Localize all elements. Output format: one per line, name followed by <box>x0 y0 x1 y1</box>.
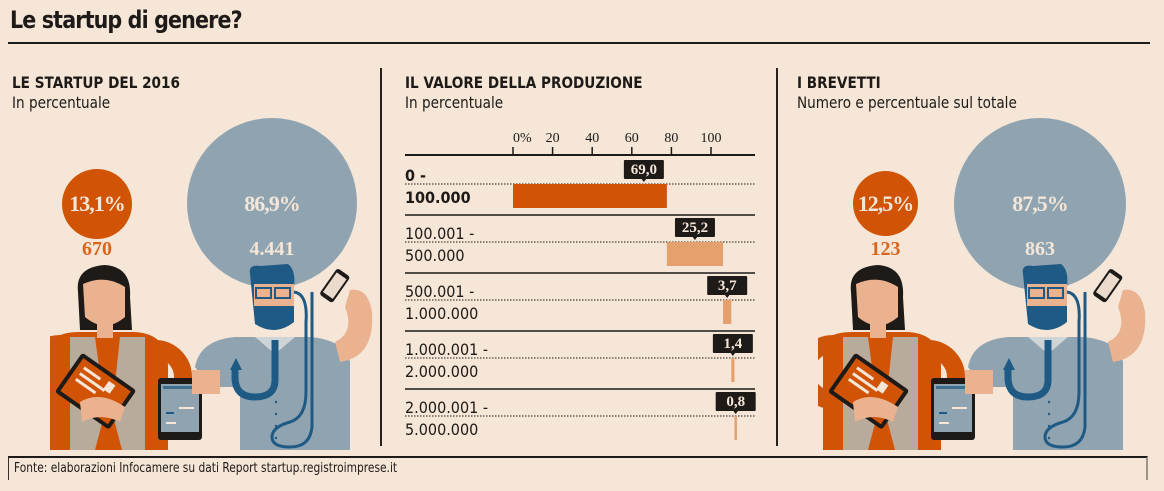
bar <box>723 300 732 324</box>
value-label-box <box>712 334 753 353</box>
x-tick-label: 40 <box>585 131 599 146</box>
value-label-box <box>715 392 756 411</box>
value-label-pointer <box>729 352 736 356</box>
production-chart: 0% 20 40 60 80 100 69,0 25,2 3,7 1,4 0,8 <box>405 131 756 440</box>
male-patents-pct: 87,5% <box>1012 191 1069 216</box>
value-label-pointer <box>691 236 698 240</box>
category-label: 0 - 100.000 <box>405 165 471 209</box>
category-label: 1.000.001 - 2.000.000 <box>405 339 488 383</box>
production-section-title: IL VALORE DELLA PRODUZIONE <box>405 73 643 92</box>
man-figure <box>965 264 1146 450</box>
tablet-device <box>931 378 975 440</box>
source-note: Fonte: elaborazioni Infocamere su dati R… <box>14 461 398 476</box>
male-startup-count: 4.441 <box>249 238 295 260</box>
female-startup-bubble <box>62 169 132 239</box>
x-tick-label: 80 <box>664 131 678 146</box>
bar <box>731 358 735 382</box>
woman-figure <box>818 265 965 450</box>
category-label: 500.001 - 1.000.000 <box>405 281 478 325</box>
male-patents-bubble <box>954 118 1126 290</box>
female-startup-pct: 13,1% <box>69 191 126 216</box>
value-label-box <box>623 160 664 179</box>
category-label-line: 500.001 - <box>405 282 475 301</box>
bar-row: 69,0 <box>405 160 755 216</box>
woman-figure <box>50 265 192 450</box>
production-section-subtitle: In percentuale <box>405 93 504 112</box>
bar <box>734 416 737 440</box>
bar <box>513 184 667 208</box>
bar <box>666 242 724 266</box>
male-patents-count: 863 <box>1025 238 1055 260</box>
tablet-device <box>158 378 202 440</box>
category-label: 2.000.001 - 5.000.000 <box>405 397 488 441</box>
category-label-line: 2.000.001 - <box>405 398 489 417</box>
x-tick-label: 100 <box>701 131 722 146</box>
category-label-line: 100.001 - <box>405 224 475 243</box>
bar-row: 25,2 <box>405 218 755 274</box>
man-figure <box>192 264 373 450</box>
startup-section-subtitle: In percentuale <box>12 93 111 112</box>
female-patents-bubble <box>853 171 918 236</box>
patents-section-title: I BREVETTI <box>797 73 881 92</box>
female-startup-count: 670 <box>82 238 112 260</box>
female-patents-count: 123 <box>870 238 901 260</box>
category-label-line: 0 - <box>405 166 427 185</box>
value-label-box <box>674 218 715 237</box>
category-label-line: 2.000.000 <box>405 362 479 381</box>
patents-section-subtitle: Numero e percentuale sul totale <box>797 93 1017 112</box>
value-label: 0,8 <box>726 394 745 410</box>
x-tick-label: 0% <box>513 131 532 146</box>
value-label: 25,2 <box>682 220 708 236</box>
section-divider-1 <box>380 68 382 446</box>
source-box <box>8 456 1148 480</box>
male-startup-pct: 86,9% <box>244 191 301 216</box>
patents-founders-illustration <box>818 264 1146 450</box>
value-label-pointer <box>724 294 731 298</box>
section-divider-2 <box>776 68 778 446</box>
male-startup-bubble <box>187 118 357 288</box>
value-label: 3,7 <box>718 278 737 294</box>
bar-row: 0,8 <box>405 392 756 440</box>
page-title: Le startup di genere? <box>10 6 243 34</box>
value-label: 1,4 <box>724 336 743 352</box>
category-label-line: 100.000 <box>405 188 471 207</box>
x-tick-label: 60 <box>625 131 639 146</box>
category-label: 100.001 - 500.000 <box>405 223 474 267</box>
x-tick-label: 20 <box>546 131 560 146</box>
x-axis: 0% 20 40 60 80 100 <box>405 131 755 156</box>
category-label-line: 500.000 <box>405 246 465 265</box>
value-label-pointer <box>640 178 647 182</box>
value-label-box <box>707 276 748 295</box>
female-patents-pct: 12,5% <box>857 191 915 216</box>
startup-founders-illustration <box>50 264 373 450</box>
value-label-pointer <box>732 410 739 414</box>
category-label-line: 1.000.001 - <box>405 340 489 359</box>
bar-row: 1,4 <box>405 334 755 390</box>
bar-row: 3,7 <box>405 276 755 332</box>
startup-section-title: LE STARTUP DEL 2016 <box>12 73 180 92</box>
title-rule <box>8 42 1150 44</box>
category-label-line: 1.000.000 <box>405 304 479 323</box>
category-label-line: 5.000.000 <box>405 420 479 439</box>
value-label: 69,0 <box>631 162 657 178</box>
